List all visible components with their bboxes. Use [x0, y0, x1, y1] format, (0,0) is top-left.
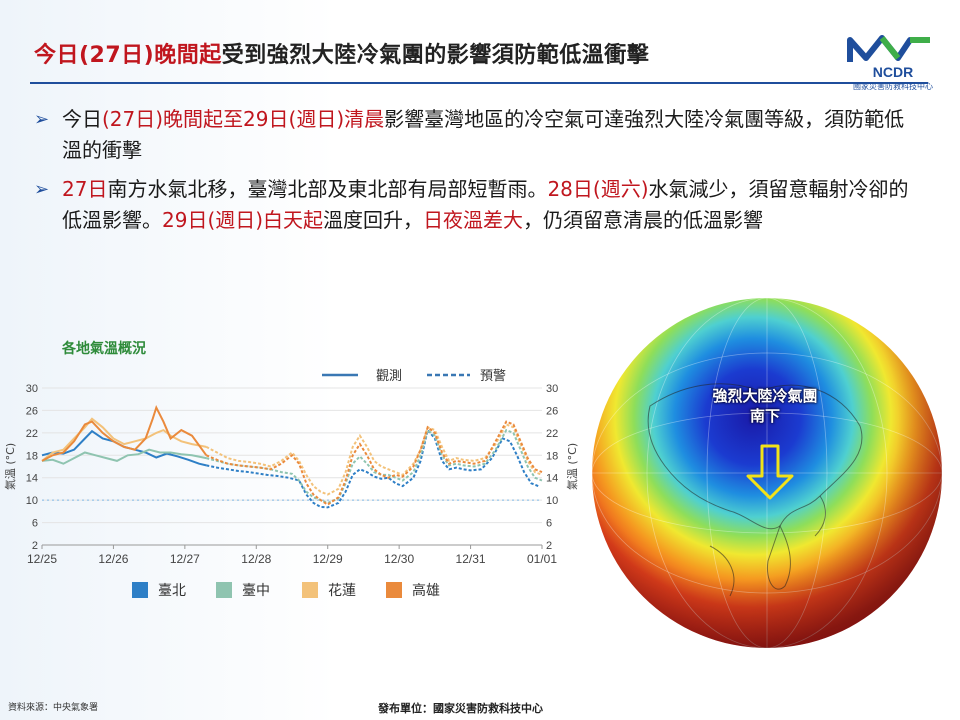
globe-annotation-line2: 南下	[749, 407, 780, 425]
bullet-text-part: 影響臺灣地區的冷空氣可達強烈大陸冷氣團等級，須防範低溫的衝擊	[62, 107, 905, 162]
globe-annotation: 強烈大陸冷氣團 南下	[690, 386, 840, 426]
logo-subtext: 國家災害防救科技中心	[853, 81, 933, 91]
y-tick-label-left: 6	[32, 518, 38, 530]
y-tick-label-left: 2	[32, 540, 38, 552]
series-line-forecast	[205, 420, 543, 506]
y-axis-label-left: 氣溫 (°C)	[3, 443, 17, 490]
y-tick-label-left: 10	[26, 495, 38, 507]
bullet-text-part: 29日(週日)白天起	[162, 208, 324, 232]
series-line-observed	[41, 417, 207, 462]
globe-temperature-map	[592, 298, 942, 648]
x-tick-label: 12/29	[313, 552, 343, 566]
chevron-right-icon: ➢	[34, 179, 50, 200]
logo-text: NCDR	[873, 64, 913, 80]
bullet-text-part: 溫度回升，	[323, 208, 424, 232]
series-line-observed	[41, 448, 207, 465]
title-rest: 受到強烈大陸冷氣團的影響須防範低溫衝擊	[221, 43, 650, 68]
page-title: 今日(27日)晚間起受到強烈大陸冷氣團的影響須防範低溫衝擊	[34, 37, 649, 69]
bullet-text-part: 日夜溫差大	[423, 208, 524, 232]
y-tick-label-left: 18	[26, 450, 38, 462]
legend-color-swatch	[302, 582, 318, 598]
legend-color-swatch	[386, 582, 402, 598]
title-divider	[30, 82, 928, 84]
bullet-text-part: (27日)晚間起	[102, 107, 224, 131]
down-arrow-icon	[746, 444, 794, 500]
x-tick-label: 12/27	[170, 552, 200, 566]
series-line-observed	[41, 404, 208, 462]
chevron-right-icon: ➢	[34, 109, 50, 130]
y-tick-label-right: 22	[546, 428, 558, 440]
legend-observed-label: 觀測	[376, 369, 402, 384]
bullet-text-part: 水氣減少，須留意輻射冷卻的低溫影響。	[62, 177, 909, 232]
bullet-item: ➢ 今日(27日)晚間起至29日(週日)清晨影響臺灣地區的冷空氣可達強烈大陸冷氣團…	[34, 104, 924, 166]
publisher: 發布單位：國家災害防救科技中心	[378, 702, 543, 715]
x-tick-label: 12/30	[384, 552, 414, 566]
y-tick-label-right: 30	[546, 383, 558, 395]
legend-color-swatch	[132, 582, 148, 598]
y-tick-label-right: 18	[546, 450, 558, 462]
y-tick-label-left: 30	[26, 383, 38, 395]
bullet-text-part: ，仍須留意清晨的低溫影響	[523, 208, 764, 232]
chart-title: 各地氣溫概況	[62, 341, 146, 357]
y-tick-label-right: 10	[546, 495, 558, 507]
y-tick-label-right: 2	[546, 540, 552, 552]
y-tick-label-right: 14	[546, 473, 558, 485]
bullet-text-part: 27日	[62, 177, 108, 201]
x-tick-label: 12/31	[456, 552, 486, 566]
title-highlight: 今日(27日)晚間起	[34, 43, 222, 68]
legend-color-swatch	[216, 582, 232, 598]
y-tick-label-left: 14	[26, 473, 38, 485]
bullet-text-part: 今日	[62, 107, 102, 131]
y-tick-label-right: 26	[546, 405, 558, 417]
legend-city-label: 臺北	[158, 583, 186, 599]
y-tick-label-right: 6	[546, 518, 552, 530]
y-tick-label-left: 26	[26, 405, 38, 417]
legend-city-label: 臺中	[242, 583, 270, 599]
series-line-forecast	[206, 428, 543, 504]
x-tick-label: 12/25	[27, 552, 57, 566]
globe-shading	[592, 298, 942, 648]
legend-city-label: 花蓮	[328, 583, 356, 599]
bullet-text-part: 28日(週六)	[547, 177, 649, 201]
y-tick-label-left: 22	[26, 428, 38, 440]
legend-forecast-label: 預警	[480, 368, 506, 384]
x-tick-label: 12/26	[98, 552, 128, 566]
legend-city-label: 高雄	[412, 583, 440, 599]
ncdr-logo: NCDR 國家災害防救科技中心	[847, 35, 933, 91]
bullet-text-part: 南方水氣北移，臺灣北部及東北部有局部短暫雨。	[107, 177, 548, 201]
globe-annotation-line1: 強烈大陸冷氣團	[712, 387, 818, 405]
y-axis-label-right: 氣溫 (°C)	[565, 443, 579, 490]
x-tick-label: 12/28	[241, 552, 271, 566]
data-source: 資料來源：中央氣象署	[8, 703, 99, 713]
bullet-item: ➢ 27日南方水氣北移，臺灣北部及東北部有局部短暫雨。28日(週六)水氣減少，須留…	[34, 174, 924, 236]
bullet-text-part: 至29日(週日)清晨	[223, 107, 385, 131]
x-tick-label: 01/01	[527, 552, 557, 566]
series-line-forecast	[206, 427, 539, 509]
bullet-list: ➢ 今日(27日)晚間起至29日(週日)清晨影響臺灣地區的冷空氣可達強烈大陸冷氣團…	[34, 104, 924, 244]
